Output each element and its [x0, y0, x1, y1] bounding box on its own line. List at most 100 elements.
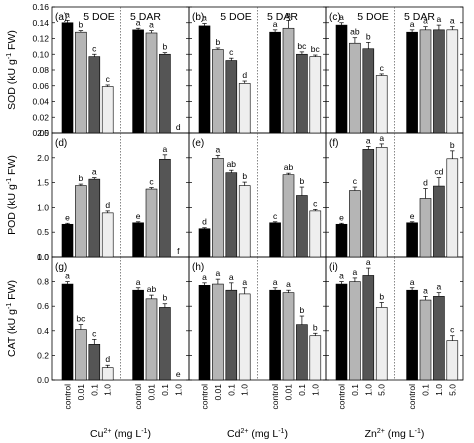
bar [433, 29, 445, 134]
bar [269, 222, 281, 258]
bar [349, 42, 361, 134]
bar [61, 22, 74, 134]
significance-letter: a [136, 17, 141, 27]
significance-letter: d [202, 217, 207, 227]
group-label-dar: 5 DAR [267, 11, 298, 23]
significance-letter: b [300, 176, 305, 186]
bar [309, 210, 322, 258]
y-tick-label: 0.0 [37, 252, 49, 262]
significance-letter: bc [76, 314, 86, 324]
significance-letter: ab [227, 159, 237, 169]
significance-letter: a [286, 279, 291, 289]
panel-label: (f) [329, 138, 338, 149]
significance-letter: b [450, 140, 455, 150]
bar [212, 157, 224, 258]
group-label-doe: 5 DOE [357, 11, 389, 23]
significance-letter: a [286, 9, 291, 19]
bar [349, 281, 361, 381]
bar [296, 324, 308, 381]
significance-letter: a [65, 271, 70, 281]
bar [238, 185, 251, 258]
bar [419, 299, 432, 381]
bar [145, 32, 158, 134]
x-category-label: 1.0 [173, 384, 183, 396]
x-category-label: 0.1 [226, 384, 236, 396]
significance-letter: c [380, 63, 385, 73]
significance-letter: b [313, 322, 318, 332]
significance-letter: e [136, 211, 141, 221]
panel-label: (c) [329, 12, 341, 23]
significance-letter: c [229, 47, 234, 57]
significance-letter: a [65, 9, 70, 19]
bar [212, 49, 224, 134]
bar [419, 29, 432, 134]
group-label-doe: 5 DOE [83, 11, 115, 23]
bar [446, 29, 459, 134]
x-category-label: 0.01 [213, 384, 223, 401]
bar [198, 25, 211, 134]
y-tick-label: 0.4 [37, 326, 49, 336]
bar [225, 289, 238, 381]
significance-letter: a [163, 144, 168, 154]
bar [282, 174, 295, 258]
x-category-label: 1.0 [434, 384, 444, 396]
x-category-label: 0.01 [76, 384, 86, 401]
x-category-label: 1.0 [240, 384, 250, 396]
bar [406, 31, 418, 134]
y-tick-label: 0.2 [37, 350, 49, 360]
significance-letter: a [216, 144, 221, 154]
bar [159, 307, 171, 381]
x-category-label: control [270, 384, 280, 410]
significance-letter: e [65, 212, 70, 222]
significance-letter: b [163, 293, 168, 303]
x-category-label: control [63, 384, 73, 410]
panel-label: (e) [192, 138, 204, 149]
bar [101, 86, 114, 134]
panel-frames [51, 6, 464, 381]
bar [362, 48, 375, 134]
bar [159, 53, 171, 134]
y-tick-label: 0.14 [32, 18, 49, 28]
significance-letter: c [92, 328, 97, 338]
panel-label: (h) [192, 262, 204, 273]
bar [282, 292, 295, 381]
y-tick-label: 2.0 [37, 153, 49, 163]
bar [296, 53, 308, 134]
bar [362, 149, 375, 258]
significance-letter: a [149, 20, 154, 30]
bar [406, 222, 418, 258]
y-axis-label: CAT (kU g-1 FW) [6, 280, 18, 357]
y-tick-label: 0.06 [32, 81, 49, 91]
bar [296, 195, 308, 258]
significance-letter: a [229, 272, 234, 282]
bar [225, 60, 238, 134]
group-label-dar: 5 DAR [130, 11, 161, 23]
x-category-label: 0.1 [421, 384, 431, 396]
bar [88, 56, 101, 134]
x-axis-label: Cd2+ (mg L-1) [227, 428, 288, 440]
panel-label: (a) [55, 12, 67, 23]
x-category-label: 0.01 [284, 384, 294, 401]
significance-letter: a [273, 19, 278, 29]
bar [88, 178, 101, 258]
significance-letter: b [366, 31, 371, 41]
y-tick-label: 0.10 [32, 49, 49, 59]
x-category-label: 1.0 [103, 384, 113, 396]
x-category-label: 0.01 [147, 384, 157, 401]
bar [375, 147, 388, 258]
bar [419, 198, 432, 258]
significance-letter: d [105, 200, 110, 210]
significance-letter: a [410, 277, 415, 287]
bar [198, 284, 211, 381]
x-category-label: 0.1 [89, 384, 99, 396]
significance-letter: a [437, 282, 442, 292]
significance-letter: e [176, 369, 181, 379]
chart-marks [61, 20, 459, 381]
x-category-label: control [337, 384, 347, 410]
significance-letter: c [149, 177, 154, 187]
bar [75, 329, 87, 381]
significance-letter: a [437, 14, 442, 24]
bar [145, 298, 158, 381]
bar [335, 223, 348, 258]
significance-letter: a [353, 267, 358, 277]
